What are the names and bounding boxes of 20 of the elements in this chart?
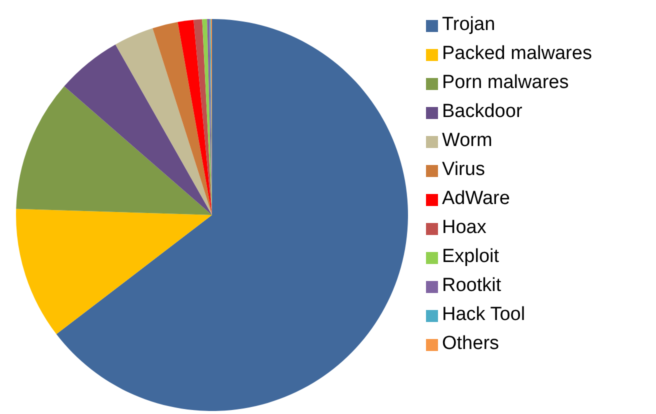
pie-slice: [64, 44, 212, 215]
pie-slice: [115, 28, 212, 215]
pie-slice: [152, 22, 212, 215]
legend-label: Hoax: [442, 217, 486, 238]
legend-label: Porn malwares: [442, 72, 569, 93]
pie-slice: [16, 86, 212, 215]
pie-slice: [194, 19, 212, 215]
legend-label: Others: [442, 333, 500, 354]
legend-label: Hack Tool: [442, 304, 526, 325]
pie-slice: [16, 208, 212, 334]
legend-label: Exploit: [442, 246, 500, 267]
legend-label: Worm: [442, 130, 492, 151]
legend-label: Backdoor: [442, 101, 522, 122]
legend-label: Trojan: [442, 14, 496, 35]
legend-label: Virus: [442, 159, 485, 180]
legend-label: AdWare: [442, 188, 510, 209]
pie-slice: [178, 20, 212, 215]
pie-slice: [56, 19, 408, 411]
legend-label: Rootkit: [442, 275, 502, 296]
legend-label: Packed malwares: [442, 43, 592, 64]
